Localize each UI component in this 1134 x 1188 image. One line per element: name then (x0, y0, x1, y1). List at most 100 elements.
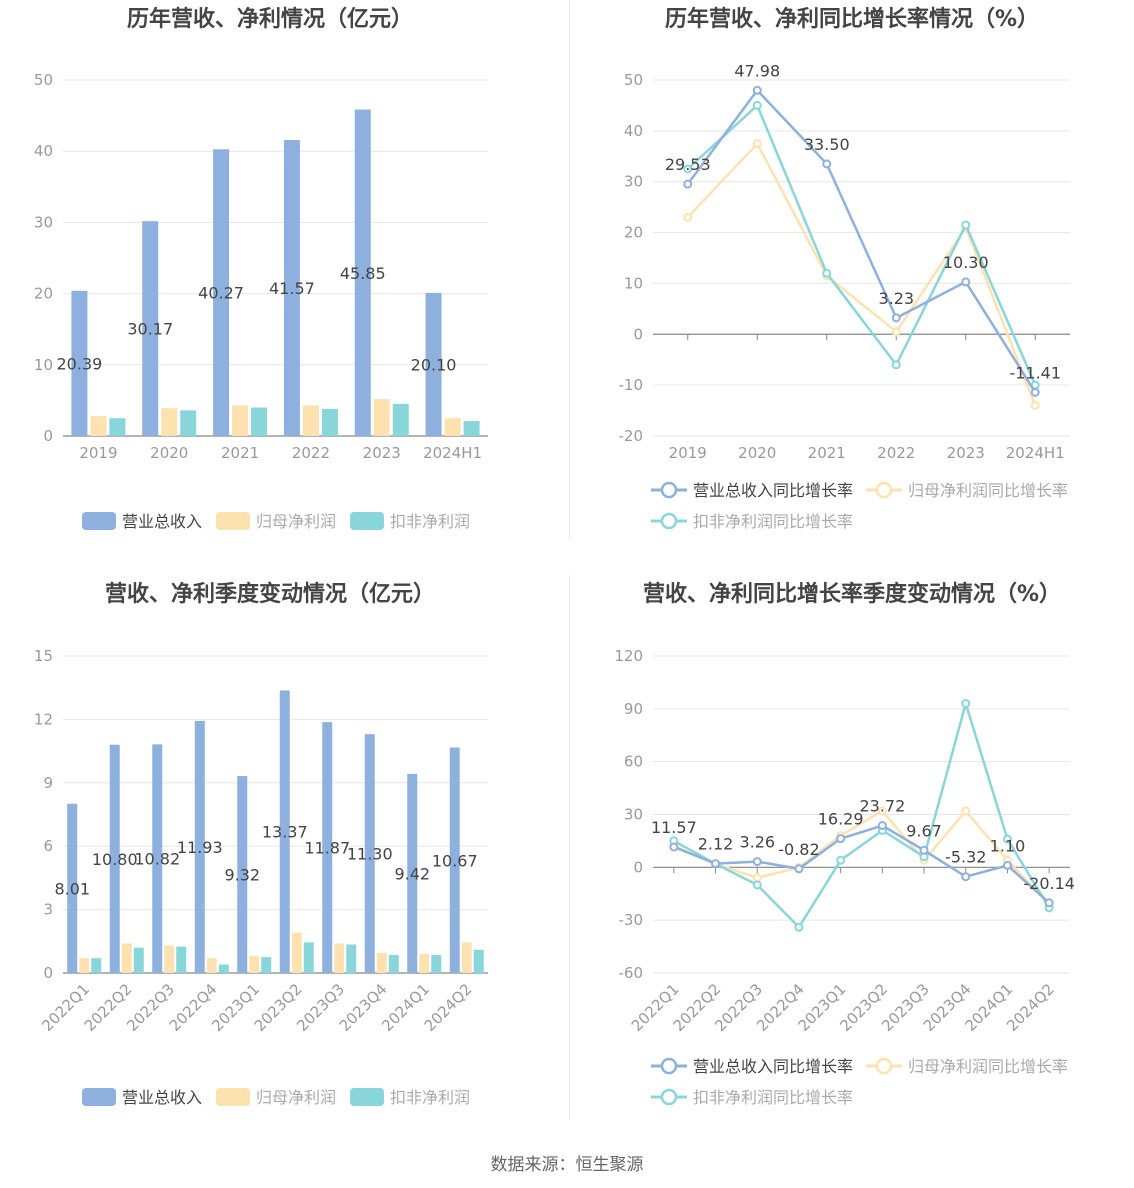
data-label: 20.39 (57, 354, 103, 373)
series-line (686, 141, 1037, 406)
bar (354, 109, 371, 436)
legend-marker (660, 512, 678, 530)
y-tick-label: 90 (624, 700, 643, 718)
x-tick-label: 2023 (363, 444, 401, 462)
x-tick-label: 2022 (292, 444, 330, 462)
x-tick-label: 2019 (79, 444, 117, 462)
bar (431, 955, 442, 973)
data-point (891, 327, 901, 337)
bar (392, 403, 409, 436)
bar (449, 747, 460, 973)
y-tick-label: 30 (624, 173, 643, 191)
bar (164, 945, 175, 973)
legend-swatch (216, 512, 250, 530)
divider-bottom (569, 575, 570, 1120)
x-tick-label: 2022 (877, 444, 915, 462)
data-point (752, 873, 762, 883)
data-label: 40.27 (198, 284, 244, 303)
data-point (752, 857, 762, 867)
data-point (752, 85, 762, 95)
bar (373, 398, 390, 436)
legend-label: 营业总收入 (122, 512, 202, 531)
data-label: 13.37 (262, 823, 308, 842)
bar (346, 944, 357, 973)
bar (180, 410, 197, 436)
bar (249, 956, 260, 973)
bar (218, 964, 229, 973)
legend-label: 扣非净利润 (390, 1088, 470, 1107)
data-label: 30.17 (127, 320, 173, 339)
data-point (1002, 834, 1012, 844)
series-line (673, 699, 1051, 930)
data-point (836, 834, 846, 844)
bar (79, 958, 90, 973)
x-tick-label: 2020 (150, 444, 188, 462)
data-point (794, 864, 804, 874)
data-point (711, 859, 721, 869)
data-point (961, 699, 971, 709)
data-label: 1.10 (990, 836, 1026, 855)
bar (232, 405, 249, 436)
data-label: 45.85 (340, 264, 386, 283)
data-point (683, 164, 693, 174)
legend-swatch (350, 1088, 384, 1106)
bar (388, 955, 399, 973)
legend-label: 归母净利润 (256, 512, 336, 531)
bar (161, 408, 178, 436)
x-tick-label: 2023 (947, 444, 985, 462)
x-tick-label: 2020 (738, 444, 776, 462)
data-point (877, 821, 887, 831)
data-label: 9.32 (224, 866, 260, 885)
data-label: 11.93 (177, 838, 223, 857)
divider-top (569, 0, 570, 540)
bar (90, 416, 107, 436)
data-point (752, 100, 762, 110)
x-tick-label: 2024Q2 (421, 980, 476, 1035)
bar (142, 221, 159, 436)
bar (419, 953, 430, 973)
data-label: 11.87 (304, 839, 350, 858)
data-label: 8.01 (54, 879, 90, 898)
data-label: 29.53 (665, 155, 711, 174)
y-tick-label: 40 (624, 122, 643, 140)
data-label: 3.26 (739, 833, 775, 852)
bar (109, 744, 120, 973)
y-tick-label: 12 (34, 710, 53, 728)
x-tick-label: 2024H1 (423, 444, 482, 462)
bar (237, 776, 248, 973)
data-point (752, 139, 762, 149)
bar (152, 744, 163, 973)
y-tick-label: 60 (624, 753, 643, 771)
y-tick-label: 10 (624, 274, 643, 292)
bar (133, 947, 144, 973)
legend-label: 营业总收入 (122, 1088, 202, 1107)
bar (251, 407, 268, 436)
series-line (686, 88, 1037, 393)
data-point (961, 277, 971, 287)
legend-marker (660, 481, 678, 499)
legend-marker (875, 1057, 893, 1075)
chart-title: 历年营收、净利同比增长率情况（%） (665, 6, 1039, 32)
bar (461, 942, 472, 973)
data-point (1030, 400, 1040, 410)
y-tick-label: 40 (34, 142, 53, 160)
y-tick-label: 0 (43, 427, 53, 445)
bar (194, 720, 205, 973)
bar (206, 958, 217, 973)
chart-title: 营收、净利同比增长率季度变动情况（%） (643, 581, 1061, 607)
bar (291, 932, 302, 973)
data-label: 10.30 (943, 253, 989, 272)
data-point (752, 880, 762, 890)
data-label: 3.23 (878, 289, 914, 308)
bar (322, 722, 333, 973)
data-point (891, 313, 901, 323)
source-text: 数据来源：恒生聚源 (490, 1155, 644, 1175)
bar (121, 943, 132, 973)
bar (67, 803, 78, 973)
y-tick-label: 0 (43, 964, 53, 982)
data-label: 10.80 (92, 850, 138, 869)
bar (334, 943, 345, 973)
series-line (673, 824, 1050, 904)
bar (407, 773, 418, 973)
